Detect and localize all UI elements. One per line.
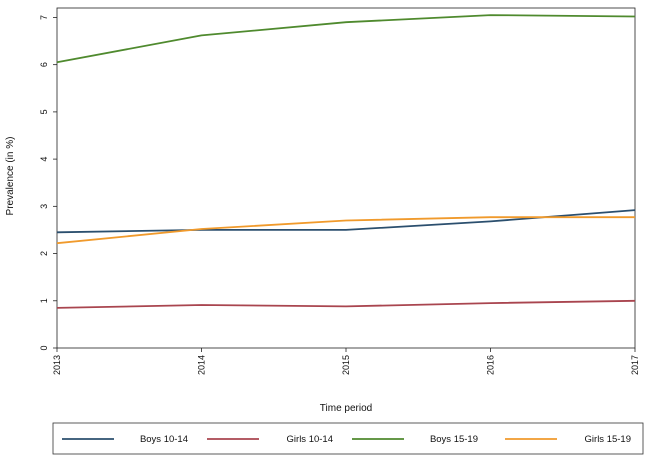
y-axis-title: Prevalence (in %) <box>5 137 16 216</box>
legend-label: Girls 15-19 <box>585 434 631 445</box>
series-lines <box>56 14 636 309</box>
x-tick-label: 2013 <box>52 355 62 375</box>
y-tick-label: 7 <box>39 15 49 20</box>
x-axis: 2013 2014 2015 2016 2017 <box>52 348 640 375</box>
y-tick-label: 5 <box>39 109 49 114</box>
legend-label: Boys 15-19 <box>430 434 478 445</box>
y-tick-label: 0 <box>39 345 49 350</box>
x-tick-label: 2016 <box>486 355 496 375</box>
y-tick-label: 6 <box>39 62 49 67</box>
series-line-girls-15-19 <box>56 216 635 245</box>
series-line-boys-15-19 <box>56 14 636 64</box>
y-tick-label: 4 <box>39 157 49 162</box>
y-axis: 0 1 2 3 4 5 6 7 <box>39 15 57 351</box>
legend-label: Boys 10-14 <box>140 434 188 445</box>
x-tick-label: 2014 <box>197 355 207 375</box>
x-axis-title: Time period <box>320 403 372 414</box>
x-tick-label: 2017 <box>630 355 640 375</box>
x-tick-label: 2015 <box>341 355 351 375</box>
series-line-girls-10-14 <box>56 299 636 309</box>
legend-label: Girls 10-14 <box>287 434 333 445</box>
y-tick-label: 1 <box>39 298 49 303</box>
legend: Boys 10-14 Girls 10-14 Boys 15-19 Girls 15-… <box>52 422 644 455</box>
y-tick-label: 2 <box>39 251 49 256</box>
y-tick-label: 3 <box>39 204 49 209</box>
